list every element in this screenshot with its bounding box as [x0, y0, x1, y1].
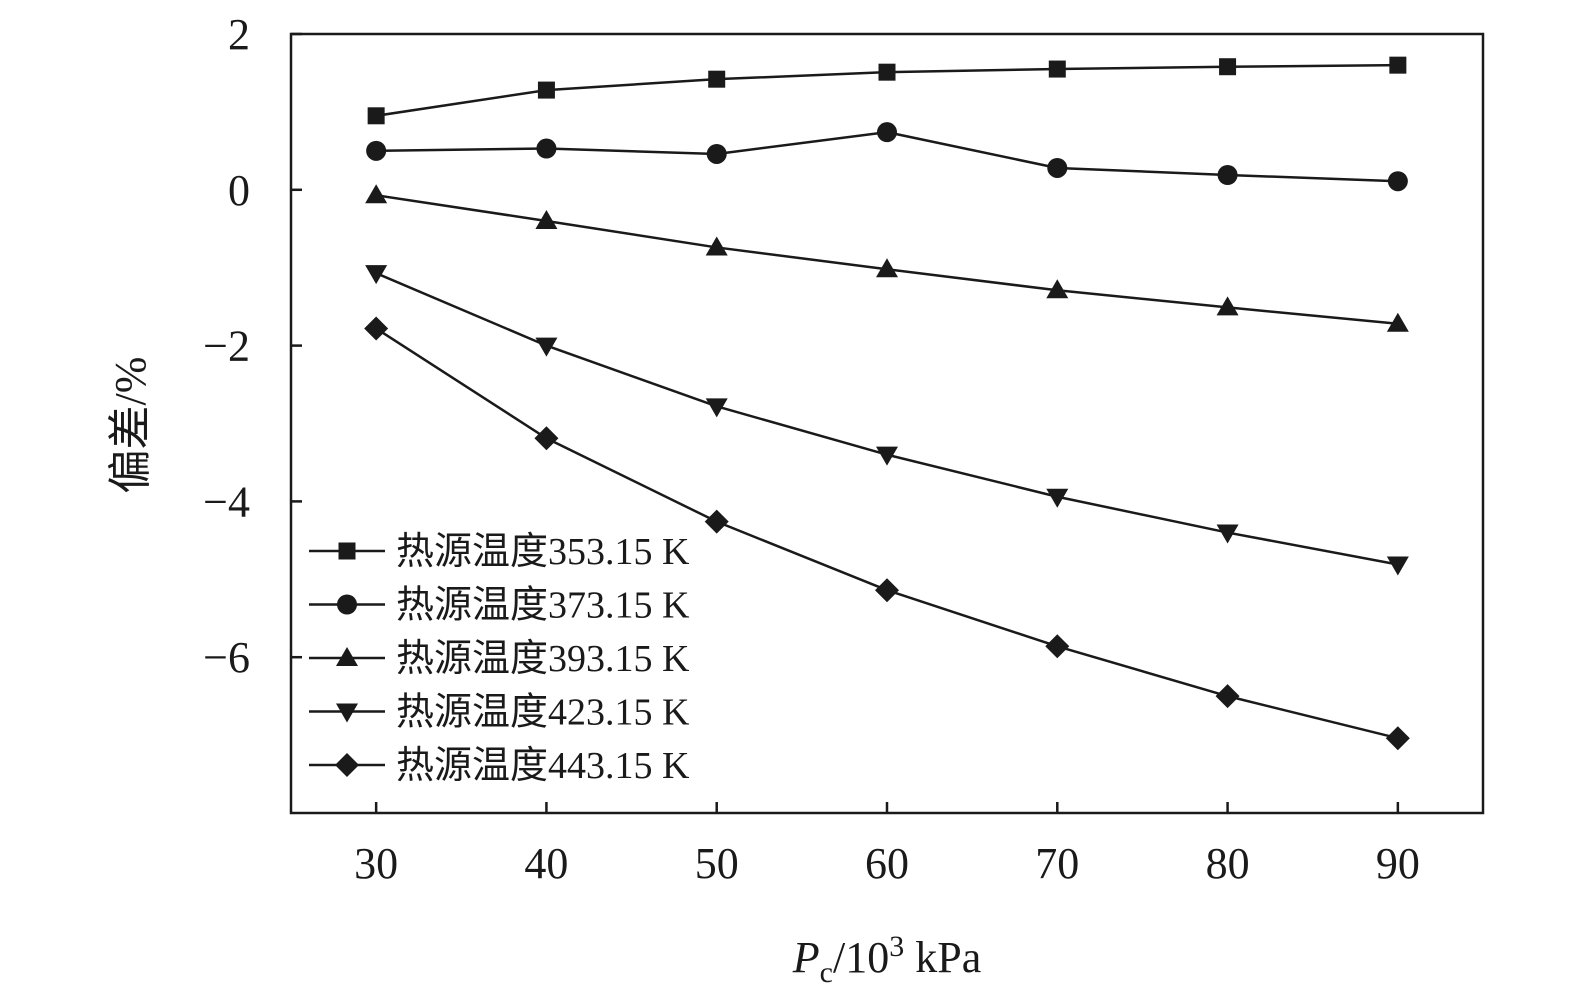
legend-entry: 热源温度443.15 K: [309, 745, 690, 787]
point-marker: [364, 316, 389, 341]
point-marker: [336, 647, 358, 666]
series-4: [365, 265, 1409, 576]
x-axis-label-main: P: [792, 933, 820, 982]
x-axis-label-sub: c: [820, 956, 833, 989]
series-3: [365, 184, 1409, 332]
y-tick-label: 2: [228, 10, 250, 59]
x-tick-label: 70: [1035, 839, 1079, 888]
point-marker: [535, 337, 558, 357]
x-axis-ticks: 30 40 50 60 70 80 90: [354, 802, 1420, 888]
legend: 热源温度353.15 K 热源温度373.15 K 热源温度393.15 K 热源温度…: [309, 531, 690, 787]
point-marker: [704, 509, 729, 534]
point-marker: [367, 107, 385, 125]
point-marker: [877, 122, 897, 143]
x-tick-label: 90: [1376, 839, 1420, 888]
x-axis-label-tail: kPa: [904, 933, 981, 982]
point-marker: [1219, 58, 1237, 76]
x-axis-label-sup: 3: [889, 930, 904, 963]
y-tick-label: −2: [203, 322, 250, 371]
point-marker: [1385, 726, 1410, 751]
legend-entry: 热源温度423.15 K: [309, 692, 690, 734]
series-1: [367, 56, 1407, 125]
legend-label: 热源温度373.15 K: [396, 585, 690, 627]
point-marker: [876, 446, 898, 466]
legend-label: 热源温度443.15 K: [396, 745, 690, 787]
point-marker: [705, 236, 728, 256]
point-marker: [365, 184, 388, 204]
series-2: [366, 122, 1408, 192]
point-marker: [1048, 60, 1066, 78]
point-marker: [1216, 524, 1239, 544]
y-tick-label: −4: [203, 477, 250, 526]
point-marker: [1386, 556, 1409, 576]
y-tick-label: 0: [228, 166, 250, 215]
point-marker: [706, 143, 727, 164]
point-marker: [337, 594, 357, 615]
legend-entry: 热源温度373.15 K: [309, 585, 690, 627]
legend-entry: 热源温度393.15 K: [309, 638, 690, 680]
legend-entry: 热源温度353.15 K: [309, 531, 690, 573]
x-tick-label: 80: [1206, 839, 1250, 888]
point-marker: [878, 63, 896, 81]
point-marker: [1217, 164, 1238, 185]
point-marker: [535, 209, 558, 229]
point-marker: [1046, 488, 1069, 508]
series-line: [375, 272, 1399, 566]
point-marker: [336, 703, 358, 723]
point-marker: [335, 753, 359, 777]
legend-label: 热源温度393.15 K: [396, 638, 690, 680]
point-marker: [1047, 157, 1068, 178]
point-marker: [1386, 312, 1409, 332]
point-marker: [366, 140, 387, 161]
point-marker: [1045, 634, 1070, 659]
legend-label: 热源温度423.15 K: [396, 692, 690, 734]
series-5: [364, 316, 1410, 751]
y-axis-label: 偏差/%: [106, 357, 155, 494]
point-marker: [338, 542, 356, 560]
point-marker: [876, 258, 898, 278]
point-marker: [1215, 684, 1240, 709]
point-marker: [1387, 171, 1408, 192]
x-tick-label: 40: [524, 839, 568, 888]
y-tick-label: −6: [203, 633, 250, 682]
point-marker: [1216, 296, 1239, 316]
x-tick-label: 60: [865, 839, 909, 888]
point-marker: [536, 138, 557, 159]
legend-label: 热源温度353.15 K: [396, 531, 690, 573]
point-marker: [705, 398, 728, 418]
x-tick-label: 50: [695, 839, 739, 888]
x-axis-label: Pc/103 kPa: [792, 930, 981, 989]
point-marker: [875, 578, 899, 603]
point-marker: [708, 70, 726, 88]
point-marker: [1046, 279, 1069, 299]
point-marker: [1389, 56, 1407, 74]
series-layer: [364, 56, 1410, 751]
point-marker: [534, 426, 559, 451]
point-marker: [537, 81, 555, 99]
point-marker: [365, 265, 388, 285]
x-axis-label-rest: /10: [833, 933, 889, 982]
x-tick-label: 30: [354, 839, 398, 888]
y-axis-ticks: 2 0 −2 −4 −6: [203, 10, 302, 682]
